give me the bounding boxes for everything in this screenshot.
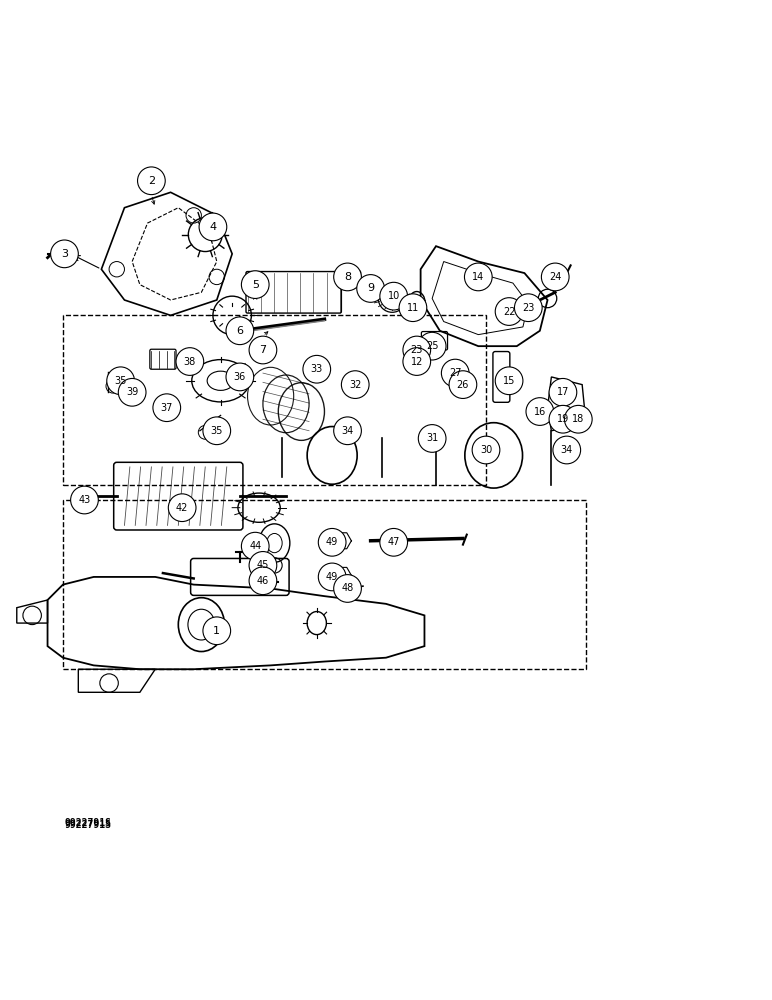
Text: 10: 10 xyxy=(388,291,400,301)
Text: 27: 27 xyxy=(449,368,462,378)
Text: 17: 17 xyxy=(557,387,569,397)
Circle shape xyxy=(334,263,361,291)
Circle shape xyxy=(553,436,581,464)
Circle shape xyxy=(334,417,361,445)
Text: 9: 9 xyxy=(367,283,374,293)
Text: 44: 44 xyxy=(249,541,262,551)
Text: 18: 18 xyxy=(572,414,584,424)
Circle shape xyxy=(203,417,231,445)
Circle shape xyxy=(203,617,231,645)
Text: 19: 19 xyxy=(557,414,569,424)
Circle shape xyxy=(495,367,523,395)
Circle shape xyxy=(549,405,577,433)
Text: 9922791S: 9922791S xyxy=(65,818,111,828)
Text: 47: 47 xyxy=(388,537,400,547)
Text: 30: 30 xyxy=(480,445,492,455)
Circle shape xyxy=(418,425,446,452)
Text: 15: 15 xyxy=(503,376,515,386)
Text: 31: 31 xyxy=(426,433,438,443)
Circle shape xyxy=(403,336,431,364)
Circle shape xyxy=(341,371,369,398)
Text: 1: 1 xyxy=(213,626,220,636)
Circle shape xyxy=(226,317,254,345)
Text: 39: 39 xyxy=(126,387,138,397)
Circle shape xyxy=(526,398,554,425)
Text: 34: 34 xyxy=(560,445,573,455)
Text: 14: 14 xyxy=(472,272,485,282)
Circle shape xyxy=(226,363,254,391)
Text: 34: 34 xyxy=(341,426,354,436)
Circle shape xyxy=(418,332,446,360)
Circle shape xyxy=(403,348,431,375)
Circle shape xyxy=(242,271,269,298)
Text: 32: 32 xyxy=(349,380,361,390)
Text: 25: 25 xyxy=(426,341,438,351)
Text: 45: 45 xyxy=(257,560,269,570)
Circle shape xyxy=(318,563,346,591)
Text: 2: 2 xyxy=(147,176,155,186)
Circle shape xyxy=(442,359,469,387)
Circle shape xyxy=(107,367,134,395)
Text: 48: 48 xyxy=(341,583,354,593)
Circle shape xyxy=(51,240,78,268)
Text: 7: 7 xyxy=(259,345,266,355)
Circle shape xyxy=(465,263,493,291)
Text: 5: 5 xyxy=(252,280,259,290)
Circle shape xyxy=(380,282,408,310)
Circle shape xyxy=(303,355,330,383)
Text: 49: 49 xyxy=(326,537,338,547)
Text: 6: 6 xyxy=(236,326,243,336)
Circle shape xyxy=(541,263,569,291)
Text: 8: 8 xyxy=(344,272,351,282)
Circle shape xyxy=(137,167,165,195)
Circle shape xyxy=(380,528,408,556)
Circle shape xyxy=(242,532,269,560)
Circle shape xyxy=(357,275,384,302)
Text: 38: 38 xyxy=(184,357,196,367)
Circle shape xyxy=(564,405,592,433)
Text: 22: 22 xyxy=(503,307,516,317)
Circle shape xyxy=(168,494,196,522)
Text: 16: 16 xyxy=(533,407,546,417)
Circle shape xyxy=(318,528,346,556)
Circle shape xyxy=(472,436,499,464)
Text: 37: 37 xyxy=(161,403,173,413)
Circle shape xyxy=(249,567,277,595)
Text: 36: 36 xyxy=(234,372,246,382)
Circle shape xyxy=(249,552,277,579)
Text: 23: 23 xyxy=(522,303,534,313)
Text: 35: 35 xyxy=(211,426,223,436)
Text: 4: 4 xyxy=(209,222,216,232)
Circle shape xyxy=(449,371,477,398)
Circle shape xyxy=(176,348,204,375)
Circle shape xyxy=(334,575,361,602)
Circle shape xyxy=(514,294,542,322)
Text: 23: 23 xyxy=(411,345,423,355)
Text: 9922791S: 9922791S xyxy=(65,820,111,830)
Text: 11: 11 xyxy=(407,303,419,313)
Text: 35: 35 xyxy=(114,376,127,386)
Text: 33: 33 xyxy=(310,364,323,374)
Text: 49: 49 xyxy=(326,572,338,582)
Circle shape xyxy=(549,378,577,406)
Text: 12: 12 xyxy=(411,357,423,367)
Text: 3: 3 xyxy=(61,249,68,259)
Text: 46: 46 xyxy=(257,576,269,586)
Circle shape xyxy=(70,486,98,514)
Circle shape xyxy=(118,378,146,406)
Circle shape xyxy=(153,394,181,422)
Text: 24: 24 xyxy=(549,272,561,282)
Text: 42: 42 xyxy=(176,503,188,513)
Circle shape xyxy=(495,298,523,325)
Circle shape xyxy=(399,294,427,322)
Text: 26: 26 xyxy=(457,380,469,390)
Text: 43: 43 xyxy=(78,495,90,505)
Circle shape xyxy=(423,432,438,448)
Circle shape xyxy=(249,336,277,364)
Circle shape xyxy=(199,213,227,241)
